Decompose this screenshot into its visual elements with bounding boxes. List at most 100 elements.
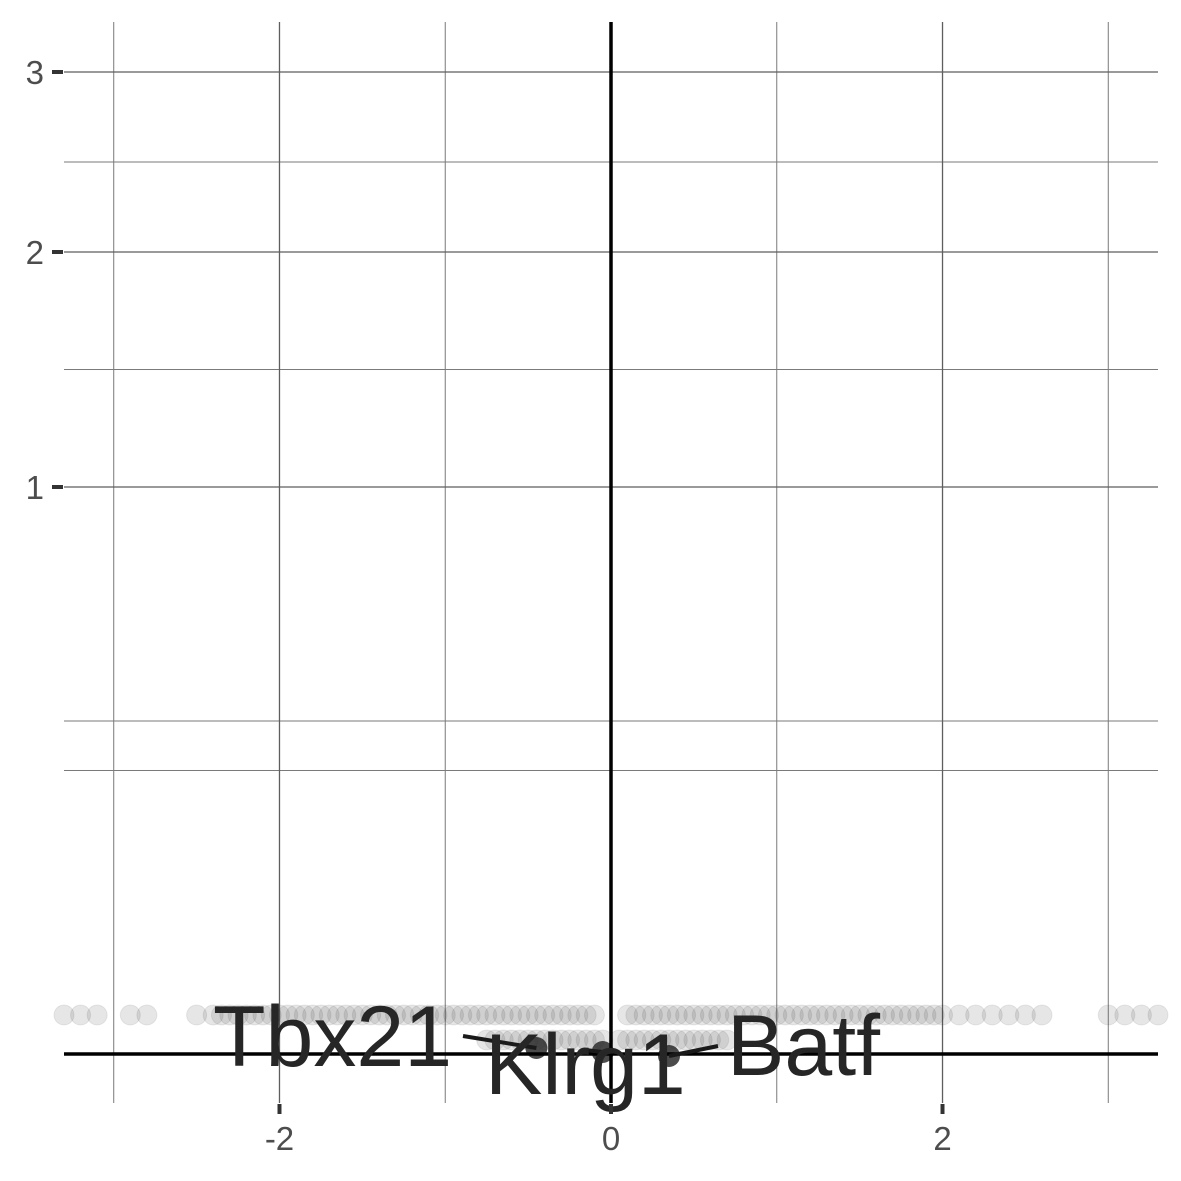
data-point: [666, 1004, 688, 1026]
data-point: [617, 1004, 639, 1026]
x-tick-label: 0: [602, 1120, 620, 1157]
data-point: [733, 1004, 755, 1026]
axis-ticks: -2 0 2 1 2 3: [26, 54, 952, 1157]
data-point: [815, 1004, 837, 1026]
data-point: [119, 1004, 141, 1026]
data-point: [385, 1004, 407, 1026]
data-point: [559, 1004, 581, 1026]
data-point: [260, 1004, 282, 1026]
data-point: [202, 1004, 224, 1026]
data-point: [799, 1004, 821, 1026]
gene-labels: Tbx21 Klrg1 Batf: [213, 989, 881, 1113]
data-point: [675, 1029, 697, 1051]
data-point: [683, 1004, 705, 1026]
data-point: [517, 1004, 539, 1026]
data-point: [1114, 1004, 1136, 1026]
data-point: [882, 1004, 904, 1026]
data-point: [716, 1029, 738, 1051]
y-tick-label: 3: [26, 54, 44, 91]
data-point: [393, 1004, 415, 1026]
data-point: [699, 1004, 721, 1026]
data-point: [998, 1004, 1020, 1026]
data-point: [617, 1029, 639, 1051]
data-point: [360, 1004, 382, 1026]
data-point: [550, 1004, 572, 1026]
data-point: [567, 1029, 589, 1051]
data-point: [244, 1004, 266, 1026]
data-point: [186, 1004, 208, 1026]
data-point: [716, 1004, 738, 1026]
data-point: [691, 1004, 713, 1026]
data-point: [791, 1004, 813, 1026]
data-point: [409, 1004, 431, 1026]
data-point: [86, 1004, 108, 1026]
gene-label-batf: Batf: [727, 998, 881, 1094]
data-point: [625, 1004, 647, 1026]
data-point: [898, 1004, 920, 1026]
data-point: [782, 1004, 804, 1026]
data-point: [948, 1004, 970, 1026]
data-point: [277, 1004, 299, 1026]
gene-label-tbx21: Tbx21: [213, 989, 452, 1085]
data-point: [467, 1004, 489, 1026]
data-point: [434, 1004, 456, 1026]
data-point: [285, 1004, 307, 1026]
data-point: [1130, 1004, 1152, 1026]
data-point: [641, 1004, 663, 1026]
data-point: [310, 1004, 332, 1026]
data-point: [327, 1004, 348, 1026]
data-point: [1014, 1004, 1036, 1026]
data-point: [534, 1004, 556, 1026]
data-point: [1097, 1004, 1119, 1026]
y-tick-label: 1: [26, 469, 44, 506]
data-point: [550, 1029, 572, 1051]
y-tick-label: 2: [26, 234, 44, 271]
data-point: [426, 1004, 448, 1026]
data-point: [302, 1004, 324, 1026]
data-point: [252, 1004, 274, 1026]
data-point: [675, 1004, 697, 1026]
data-point: [749, 1004, 771, 1026]
data-point: [890, 1004, 912, 1026]
label-connector: [462, 1034, 537, 1050]
data-point: [443, 1004, 465, 1026]
data-point: [235, 1004, 257, 1026]
data-point: [741, 1004, 763, 1026]
gene-label-klrg1: Klrg1: [485, 1017, 686, 1113]
data-point: [343, 1004, 365, 1026]
data-point: [509, 1004, 531, 1026]
data-point: [542, 1004, 564, 1026]
data-point: [915, 1004, 937, 1026]
data-point: [832, 1004, 854, 1026]
data-point: [633, 1004, 655, 1026]
data-point: [857, 1004, 879, 1026]
data-point: [318, 1004, 340, 1026]
data-point: [583, 1004, 605, 1026]
data-point: [965, 1004, 987, 1026]
data-point: [459, 1004, 481, 1026]
data-point: [293, 1004, 315, 1026]
data-point: [708, 1004, 730, 1026]
label-connectors: [462, 1034, 719, 1058]
data-point: [724, 1004, 746, 1026]
data-point: [907, 1004, 929, 1026]
data-point: [210, 1004, 232, 1026]
data-point: [525, 1004, 547, 1026]
data-point: [840, 1004, 862, 1026]
data-points: [53, 1004, 1169, 1067]
label-connector: [584, 1048, 603, 1054]
data-point: [1031, 1004, 1053, 1026]
data-point: [53, 1004, 75, 1026]
data-point: [774, 1004, 796, 1026]
data-point: [865, 1004, 887, 1026]
data-point: [451, 1004, 473, 1026]
data-point: [641, 1029, 663, 1051]
data-point: [567, 1004, 589, 1026]
data-point: [351, 1004, 373, 1026]
data-point: [625, 1029, 647, 1051]
data-point: [923, 1004, 945, 1026]
data-point: [575, 1004, 597, 1026]
data-point: [807, 1004, 829, 1026]
data-point: [981, 1004, 1003, 1026]
data-point: [268, 1004, 290, 1026]
